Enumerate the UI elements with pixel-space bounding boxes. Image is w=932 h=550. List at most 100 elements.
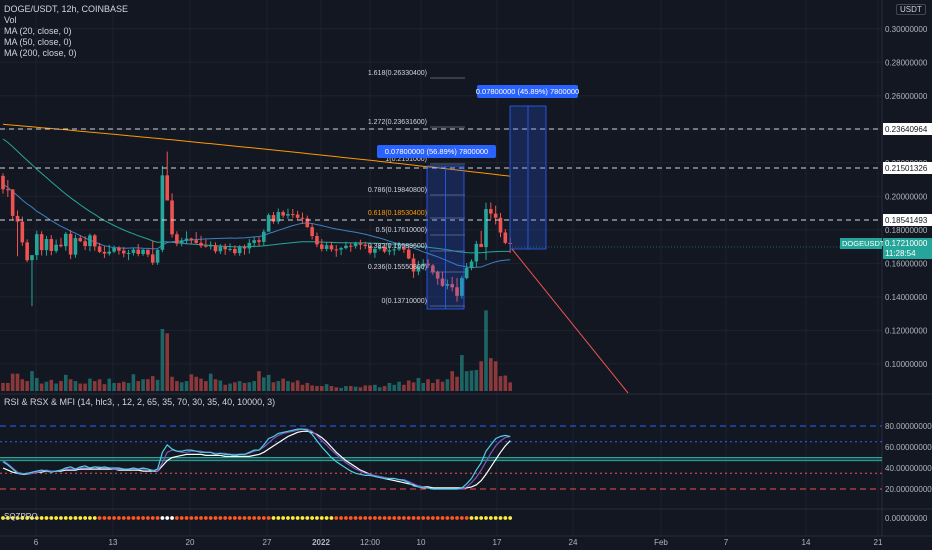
candle-body[interactable] [295, 214, 300, 218]
ma200-legend[interactable]: MA (200, close, 0) [4, 48, 77, 58]
candle-body[interactable] [397, 247, 401, 250]
candle-body[interactable] [189, 238, 194, 241]
candle-body[interactable] [344, 245, 348, 249]
candle-body[interactable] [92, 235, 97, 247]
candle-body[interactable] [431, 265, 435, 272]
candle-body[interactable] [252, 240, 256, 243]
candle-body[interactable] [334, 249, 339, 251]
candle-body[interactable] [242, 246, 247, 249]
candle-body[interactable] [213, 245, 218, 252]
candle-body[interactable] [300, 217, 305, 219]
candle-body[interactable] [469, 261, 474, 268]
candle-body[interactable] [368, 245, 372, 253]
candle-body[interactable] [353, 243, 358, 247]
candle-body[interactable] [402, 247, 406, 250]
candle-body[interactable] [363, 244, 368, 246]
candle-body[interactable] [10, 189, 15, 216]
candle-body[interactable] [39, 234, 44, 251]
candle-body[interactable] [35, 234, 39, 256]
candle-body[interactable] [262, 231, 266, 242]
candle-body[interactable] [271, 215, 276, 222]
volume-legend[interactable]: Vol [4, 15, 17, 25]
candle-body[interactable] [179, 240, 184, 244]
candle-body[interactable] [416, 266, 421, 272]
candle-body[interactable] [319, 244, 324, 249]
candle-body[interactable] [324, 245, 329, 249]
candle-body[interactable] [204, 245, 208, 247]
time-axis[interactable]: 6 13 20 27 2022 12:00 10 17 24 Feb 7 14 21 [0, 535, 932, 550]
candle-body[interactable] [150, 254, 155, 263]
candle-body[interactable] [233, 248, 237, 254]
candle-body[interactable] [247, 242, 252, 249]
candle-body[interactable] [286, 214, 290, 216]
candle-body[interactable] [276, 212, 281, 222]
candle-body[interactable] [435, 271, 440, 279]
candle-body[interactable] [257, 240, 261, 242]
candle-body[interactable] [63, 233, 68, 247]
candle-body[interactable] [165, 175, 170, 201]
candle-body[interactable] [455, 287, 459, 296]
candle-body[interactable] [117, 247, 121, 251]
candle-body[interactable] [237, 246, 242, 254]
candle-body[interactable] [68, 233, 73, 255]
candle-body[interactable] [348, 245, 353, 247]
candle-body[interactable] [489, 209, 493, 214]
fibonacci-extension[interactable]: 1.618(0.26330400) 1.272(0.23631600) 1(0.21… [368, 70, 465, 307]
candle-body[interactable] [112, 247, 116, 252]
candle-body[interactable] [426, 263, 430, 266]
candle-body[interactable] [97, 246, 102, 252]
price-range-measurements[interactable]: 0.07800000 (56.89%) 7800000 0.07800000 (4… [377, 85, 579, 310]
candle-body[interactable] [281, 212, 285, 216]
candle-body[interactable] [406, 249, 411, 259]
candlesticks[interactable] [1, 151, 512, 307]
candle-body[interactable] [78, 238, 83, 242]
candle-body[interactable] [131, 249, 136, 253]
candle-body[interactable] [305, 218, 310, 228]
candle-body[interactable] [20, 221, 25, 243]
candle-body[interactable] [440, 278, 445, 286]
candle-body[interactable] [6, 189, 10, 191]
candle-body[interactable] [450, 284, 454, 288]
candle-body[interactable] [228, 248, 232, 250]
candle-body[interactable] [315, 236, 319, 245]
ma20-legend[interactable]: MA (20, close, 0) [4, 26, 72, 36]
candle-body[interactable] [83, 241, 87, 247]
candle-body[interactable] [464, 267, 469, 279]
candle-body[interactable] [339, 248, 343, 250]
candle-body[interactable] [218, 246, 223, 252]
oscillator-legend[interactable]: RSI & RSX & MFI (14, hlc3, , 12, 2, 65, … [4, 397, 276, 407]
candle-body[interactable] [479, 243, 483, 248]
candle-body[interactable] [160, 175, 165, 250]
candle-body[interactable] [329, 245, 334, 250]
candle-body[interactable] [421, 263, 426, 267]
candle-body[interactable] [54, 244, 58, 251]
candle-body[interactable] [170, 200, 174, 235]
squeeze-legend[interactable]: SQZPRO [4, 512, 38, 521]
candle-body[interactable] [73, 238, 78, 255]
candle-body[interactable] [208, 245, 213, 247]
candle-body[interactable] [184, 238, 189, 241]
candle-body[interactable] [146, 249, 150, 255]
candle-body[interactable] [121, 250, 126, 254]
candle-body[interactable] [484, 209, 488, 248]
candle-body[interactable] [155, 249, 160, 263]
candle-body[interactable] [141, 249, 145, 254]
candle-body[interactable] [310, 227, 314, 237]
candle-body[interactable] [411, 258, 416, 272]
red-trend-line[interactable] [511, 248, 629, 394]
candle-body[interactable] [493, 213, 498, 218]
ma50-legend[interactable]: MA (50, close, 0) [4, 37, 72, 47]
candle-body[interactable] [194, 240, 198, 243]
candle-body[interactable] [44, 239, 49, 251]
candle-body[interactable] [474, 243, 479, 262]
candle-body[interactable] [175, 234, 179, 244]
candle-body[interactable] [25, 242, 29, 261]
candle-body[interactable] [1, 175, 5, 190]
candle-body[interactable] [266, 215, 271, 232]
symbol-title[interactable]: DOGE/USDT, 12h, COINBASE [4, 4, 129, 14]
candle-body[interactable] [88, 235, 92, 247]
candle-body[interactable] [377, 246, 382, 249]
candle-body[interactable] [460, 278, 464, 296]
candle-body[interactable] [49, 239, 54, 251]
